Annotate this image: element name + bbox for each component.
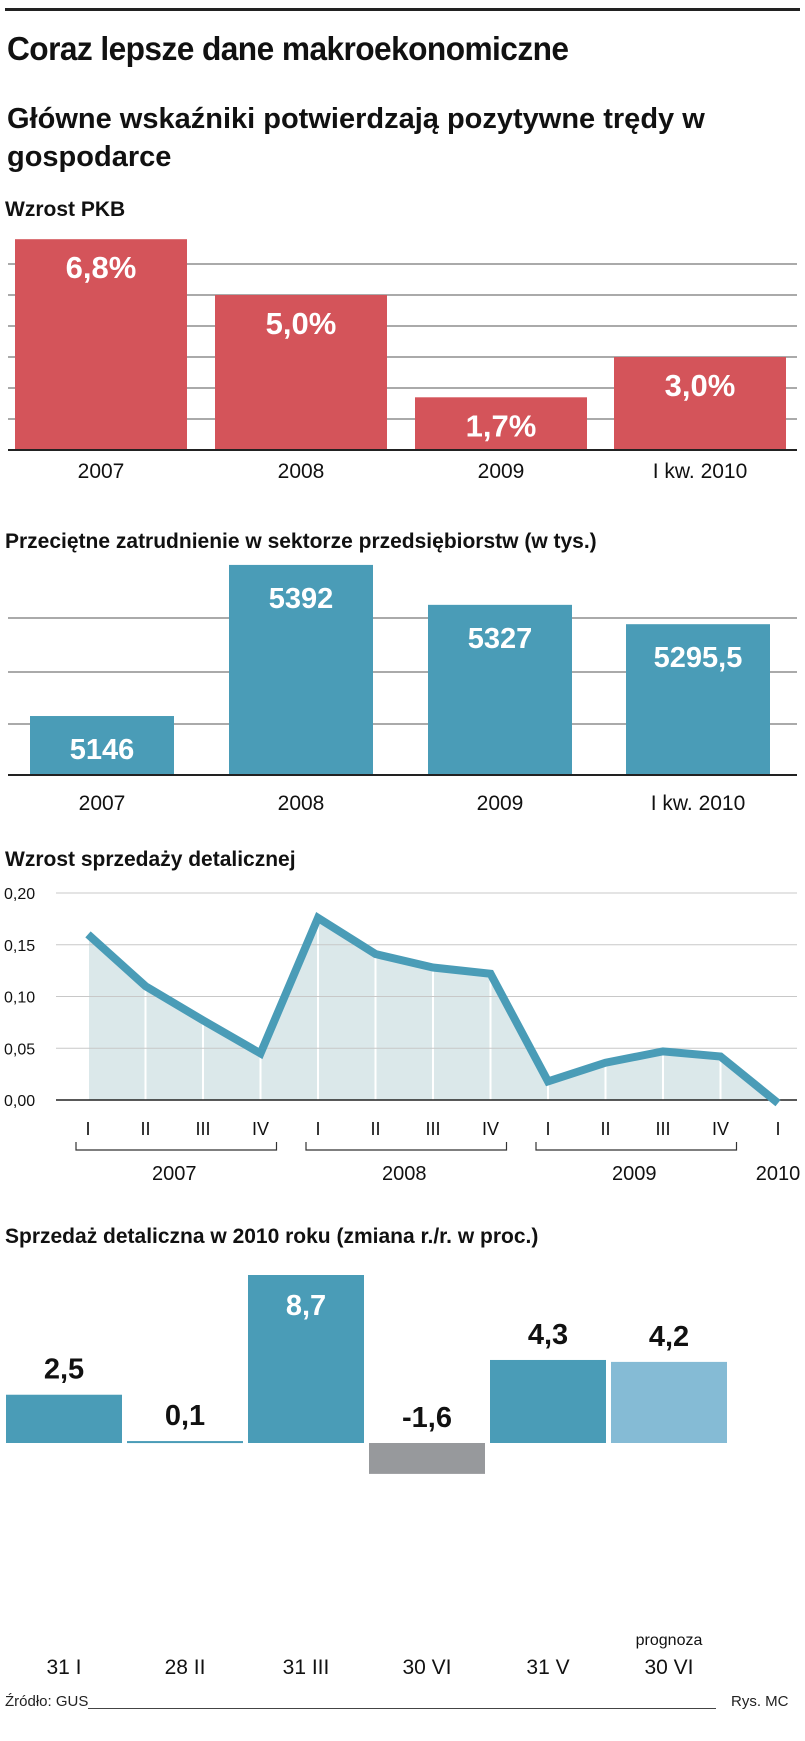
x-tick-label: IV xyxy=(482,1119,499,1139)
gdp-bar xyxy=(614,357,786,450)
retail-growth-line xyxy=(85,911,781,1107)
x-tick-label: III xyxy=(655,1119,670,1139)
year-bracket xyxy=(305,1142,508,1151)
retail-2010-bar-label: -1,6 xyxy=(402,1402,452,1434)
y-tick-label: 0,20 xyxy=(4,886,35,903)
retail-2010-category-label: 30 VI xyxy=(402,1656,451,1679)
employment-bar xyxy=(428,604,572,775)
employment-bar xyxy=(229,564,373,775)
forecast-note: prognoza xyxy=(636,1632,703,1649)
year-label: 2007 xyxy=(152,1163,197,1185)
employment-category-label: 2009 xyxy=(477,792,524,815)
credit-note: Rys. MC xyxy=(731,1693,789,1710)
x-tick-label: I xyxy=(85,1119,90,1139)
x-tick-label: II xyxy=(140,1119,150,1139)
gdp-bar-label: 1,7% xyxy=(466,408,537,443)
x-tick-label: II xyxy=(600,1119,610,1139)
y-tick-label: 0,10 xyxy=(4,990,35,1007)
retail-2010-bar xyxy=(6,1394,122,1443)
y-tick-label: 0,05 xyxy=(4,1041,35,1058)
retail-2010-bar-label: 4,2 xyxy=(649,1321,689,1353)
gdp-bar-label: 5,0% xyxy=(266,306,337,341)
gdp-chart-title: Wzrost PKB xyxy=(5,198,126,221)
employment-category-label: 2008 xyxy=(278,792,325,815)
retail-2010-category-label: 31 III xyxy=(283,1656,330,1679)
x-tick-label: II xyxy=(370,1119,380,1139)
x-tick-label: IV xyxy=(712,1119,729,1139)
year-label: 2008 xyxy=(382,1163,427,1185)
y-tick-label: 0,15 xyxy=(4,938,35,955)
retail-2010-bar xyxy=(490,1359,606,1443)
year-bracket xyxy=(535,1142,738,1151)
x-tick-label: I xyxy=(315,1119,320,1139)
retail-2010-bar-chart: 2,5 31 I 0,1 28 II 8,7 31 III -1,6 30 VI 4,3 31 V… xyxy=(6,1275,727,1679)
retail-2010-category-label: 28 II xyxy=(165,1656,206,1679)
retail-growth-area-chart: 0,000,050,100,150,20I II III IV I II III IV I II I… xyxy=(4,886,801,1185)
employment-category-label: 2007 xyxy=(79,792,126,815)
year-bracket xyxy=(75,1142,278,1151)
retail-2010-category-label: 30 VI xyxy=(644,1656,693,1679)
gdp-bar xyxy=(15,239,187,450)
employment-bar xyxy=(626,624,770,775)
x-tick-label: III xyxy=(425,1119,440,1139)
gdp-bar xyxy=(415,397,587,450)
retail-2010-bar xyxy=(127,1441,243,1444)
retail-2010-bar xyxy=(369,1443,485,1474)
employment-bar-label: 5392 xyxy=(269,583,334,615)
gdp-category-label: 2009 xyxy=(478,460,525,483)
gdp-bar-label: 3,0% xyxy=(665,368,736,403)
employment-bar-label: 5327 xyxy=(468,623,533,655)
employment-bar-chart: 5146 2007 5392 2008 5327 2009 5295,5 I kw. 2010 xyxy=(8,564,797,815)
gdp-bar-chart: 6,8% 2007 5,0% 2008 1,7% 2009 3,0% I kw. 2010 xyxy=(8,239,797,483)
employment-bar xyxy=(30,716,174,775)
gdp-category-label: 2007 xyxy=(78,460,125,483)
x-tick-label: I xyxy=(775,1119,780,1139)
retail-2010-bar-label: 2,5 xyxy=(44,1354,84,1386)
year-label: 2009 xyxy=(612,1163,657,1185)
employment-chart-title: Przeciętne zatrudnienie w sektorze przed… xyxy=(5,530,597,553)
gdp-category-label: I kw. 2010 xyxy=(653,460,748,483)
employment-bar-label: 5295,5 xyxy=(654,642,743,674)
gdp-bar xyxy=(215,295,387,450)
x-tick-label: III xyxy=(195,1119,210,1139)
retail-2010-bar xyxy=(248,1275,364,1443)
year-label: 2010 xyxy=(756,1163,801,1185)
retail-2010-bar-label: 4,3 xyxy=(528,1319,568,1351)
retail-2010-category-label: 31 V xyxy=(526,1656,569,1679)
source-note: Źródło: GUS xyxy=(5,1693,89,1710)
retail-2010-category-label: 31 I xyxy=(46,1656,81,1679)
retail-growth-chart-title: Wzrost sprzedaży detalicznej xyxy=(5,848,296,871)
forecast-bar xyxy=(611,1361,727,1443)
gdp-category-label: 2008 xyxy=(278,460,325,483)
top-rule xyxy=(5,8,800,11)
page-title: Coraz lepsze dane makroekonomiczne xyxy=(7,30,569,67)
retail-2010-bar-label: 0,1 xyxy=(165,1400,205,1432)
retail-2010-bar-label: 8,7 xyxy=(286,1290,326,1322)
y-tick-label: 0,00 xyxy=(4,1093,35,1110)
x-tick-label: IV xyxy=(252,1119,269,1139)
employment-category-label: I kw. 2010 xyxy=(651,792,746,815)
x-tick-label: I xyxy=(545,1119,550,1139)
retail-2010-chart-title: Sprzedaż detaliczna w 2010 roku (zmiana … xyxy=(5,1225,539,1248)
footer-rule xyxy=(88,1708,716,1709)
employment-bar-label: 5146 xyxy=(70,734,135,766)
gdp-bar-label: 6,8% xyxy=(66,250,137,285)
page-subtitle: Główne wskaźniki potwierdzają pozytywne … xyxy=(7,103,705,173)
